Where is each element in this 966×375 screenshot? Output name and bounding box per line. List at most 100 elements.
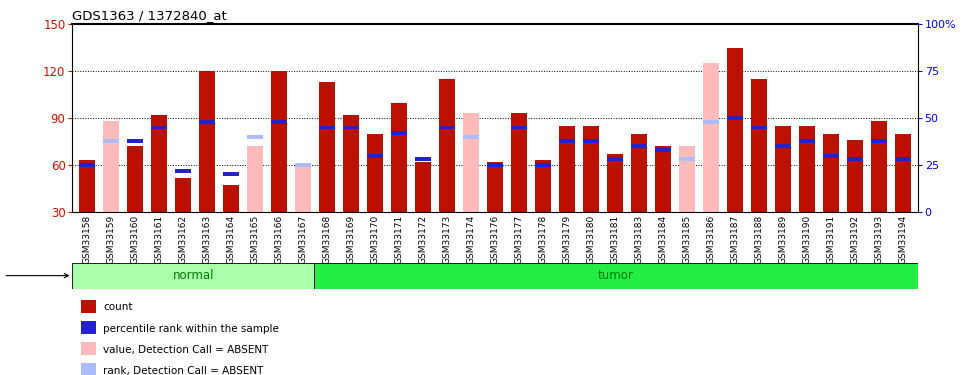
Text: GSM33172: GSM33172	[418, 214, 428, 264]
Bar	[752, 79, 767, 212]
Bar	[319, 82, 335, 212]
Text: GSM33160: GSM33160	[130, 214, 139, 264]
Bar	[199, 71, 214, 212]
Bar	[511, 126, 526, 129]
Bar	[535, 160, 551, 212]
Text: GDS1363 / 1372840_at: GDS1363 / 1372840_at	[72, 9, 227, 22]
Text: GSM33178: GSM33178	[539, 214, 548, 264]
Text: GSM33188: GSM33188	[754, 214, 764, 264]
Text: GSM33181: GSM33181	[611, 214, 619, 264]
Bar	[415, 162, 431, 212]
Bar	[487, 162, 503, 212]
Bar	[464, 113, 479, 212]
Bar	[632, 144, 647, 148]
Bar	[128, 146, 143, 212]
Text: GSM33171: GSM33171	[394, 214, 404, 264]
Text: tumor: tumor	[598, 269, 634, 282]
Bar	[583, 139, 599, 142]
Bar	[871, 139, 887, 142]
Text: percentile rank within the sample: percentile rank within the sample	[102, 324, 279, 334]
Bar	[703, 63, 719, 212]
Bar	[103, 139, 119, 142]
Bar	[559, 139, 575, 142]
Text: disease state: disease state	[0, 271, 69, 280]
Bar	[559, 126, 575, 212]
Bar	[175, 169, 190, 172]
Bar	[679, 158, 695, 161]
Text: GSM33194: GSM33194	[898, 214, 908, 264]
Text: GSM33164: GSM33164	[226, 214, 236, 264]
Bar	[81, 321, 96, 334]
Bar	[314, 262, 918, 289]
Bar	[823, 154, 839, 158]
Text: GSM33170: GSM33170	[371, 214, 380, 264]
Bar	[847, 140, 863, 212]
Bar	[871, 121, 887, 212]
Bar	[727, 48, 743, 212]
Text: GSM33187: GSM33187	[730, 214, 740, 264]
Bar	[223, 172, 239, 176]
Bar	[367, 154, 383, 158]
Bar	[440, 126, 455, 129]
Text: value, Detection Call = ABSENT: value, Detection Call = ABSENT	[102, 345, 269, 355]
Bar	[655, 148, 671, 152]
Bar	[464, 135, 479, 139]
Bar	[895, 134, 911, 212]
Bar	[823, 134, 839, 212]
Bar	[223, 185, 239, 212]
Bar	[847, 158, 863, 161]
Text: GSM33183: GSM33183	[635, 214, 643, 264]
Bar	[752, 126, 767, 129]
Text: GSM33189: GSM33189	[779, 214, 787, 264]
Bar	[535, 163, 551, 167]
Text: GSM33168: GSM33168	[323, 214, 331, 264]
Text: GSM33158: GSM33158	[82, 214, 92, 264]
Bar	[79, 160, 95, 212]
Bar	[247, 146, 263, 212]
Text: GSM33159: GSM33159	[106, 214, 115, 264]
Bar	[343, 126, 358, 129]
Bar	[511, 113, 526, 212]
Bar	[800, 126, 815, 212]
Text: GSM33173: GSM33173	[442, 214, 451, 264]
Text: GSM33193: GSM33193	[875, 214, 884, 264]
Bar	[103, 121, 119, 212]
Bar	[391, 102, 407, 212]
Text: normal: normal	[173, 269, 213, 282]
Text: GSM33161: GSM33161	[155, 214, 163, 264]
Text: GSM33166: GSM33166	[274, 214, 283, 264]
Bar	[679, 146, 695, 212]
Bar	[895, 158, 911, 161]
Bar	[583, 126, 599, 212]
Text: rank, Detection Call = ABSENT: rank, Detection Call = ABSENT	[102, 366, 264, 375]
Bar	[296, 163, 311, 167]
Bar	[800, 139, 815, 142]
Text: GSM33177: GSM33177	[515, 214, 524, 264]
Bar	[415, 158, 431, 161]
Text: GSM33174: GSM33174	[467, 214, 475, 264]
Bar	[343, 115, 358, 212]
Text: GSM33185: GSM33185	[683, 214, 692, 264]
Bar	[151, 126, 167, 129]
Text: GSM33169: GSM33169	[347, 214, 355, 264]
Bar	[81, 363, 96, 375]
Text: GSM33163: GSM33163	[203, 214, 212, 264]
Bar	[776, 126, 791, 212]
Text: GSM33162: GSM33162	[179, 214, 187, 264]
Bar	[81, 300, 96, 313]
Text: GSM33165: GSM33165	[250, 214, 260, 264]
Bar	[271, 71, 287, 212]
Bar	[151, 115, 167, 212]
Bar	[703, 120, 719, 124]
Bar	[632, 134, 647, 212]
Text: GSM33192: GSM33192	[851, 214, 860, 264]
Bar	[175, 177, 190, 212]
Bar	[319, 126, 335, 129]
Bar	[776, 144, 791, 148]
Text: GSM33186: GSM33186	[707, 214, 716, 264]
Text: count: count	[102, 303, 132, 312]
Bar	[391, 131, 407, 135]
Bar	[608, 154, 623, 212]
Bar	[367, 134, 383, 212]
Text: GSM33176: GSM33176	[491, 214, 499, 264]
